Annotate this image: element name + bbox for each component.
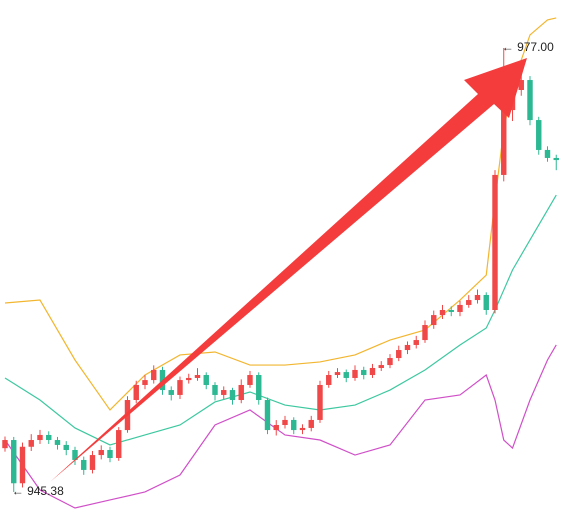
candle-body	[159, 369, 166, 391]
candle-body	[238, 384, 244, 401]
candle-body	[466, 300, 472, 305]
candle-body	[299, 427, 306, 431]
candle-body	[334, 372, 341, 376]
candle-body	[518, 80, 524, 90]
labels: ← 945.38 ← 977.00	[12, 40, 554, 498]
candle-body	[194, 375, 201, 378]
candle-body	[151, 369, 157, 381]
candle-body	[229, 390, 236, 401]
candle-body	[527, 80, 533, 121]
arrow	[50, 58, 527, 482]
candle-body	[256, 375, 262, 401]
candle-body	[116, 430, 122, 458]
candle-body	[107, 449, 113, 458]
candle-body	[282, 419, 288, 425]
candle-body	[273, 424, 279, 431]
candle-body	[536, 120, 542, 150]
candle-body	[37, 434, 43, 441]
candle-body	[81, 459, 87, 470]
candle-body	[19, 446, 26, 484]
candle-body	[501, 110, 507, 175]
candle-body	[203, 375, 209, 385]
candle-body	[264, 400, 271, 431]
candle-body	[343, 372, 349, 378]
candle-body	[72, 449, 78, 460]
low-label: ← 945.38	[12, 484, 64, 498]
candle-body	[413, 340, 419, 345]
candle-body	[457, 304, 463, 312]
candle-body	[369, 367, 376, 376]
candle-body	[177, 380, 183, 395]
candle-body	[544, 149, 551, 158]
candle-body	[168, 390, 174, 395]
candle-body	[352, 369, 358, 378]
band-line	[4, 344, 557, 509]
candle-body	[378, 365, 384, 368]
band-line	[4, 194, 557, 446]
candle-body	[89, 455, 96, 470]
candle-body	[422, 325, 428, 341]
candle-body	[326, 375, 332, 385]
candle-body	[308, 419, 314, 428]
candle-body	[492, 174, 498, 311]
candles	[2, 48, 559, 492]
candle-body	[28, 440, 34, 447]
candle-body	[46, 434, 52, 441]
candle-body	[142, 380, 148, 385]
candle-body	[317, 384, 323, 420]
candle-body	[54, 440, 61, 445]
bands	[4, 17, 557, 509]
candle-body	[98, 449, 104, 456]
candle-body	[404, 344, 411, 351]
candle-body	[2, 440, 8, 449]
candle-body	[483, 294, 489, 311]
candle-body	[186, 377, 192, 381]
candle-body	[553, 157, 559, 161]
high-label: ← 977.00	[502, 40, 554, 54]
candle-body	[439, 310, 446, 316]
candle-body	[361, 369, 367, 376]
candle-body	[474, 294, 481, 301]
candle-body	[63, 444, 69, 450]
candle-body	[448, 310, 454, 312]
candle-body	[221, 390, 227, 395]
candle-body	[11, 440, 17, 484]
candle-body	[396, 350, 402, 359]
candle-body	[247, 375, 253, 385]
candle-body	[133, 384, 139, 401]
candle-body	[387, 358, 393, 366]
candle-body	[291, 419, 297, 431]
candle-body	[212, 384, 218, 395]
candle-body	[431, 315, 437, 326]
